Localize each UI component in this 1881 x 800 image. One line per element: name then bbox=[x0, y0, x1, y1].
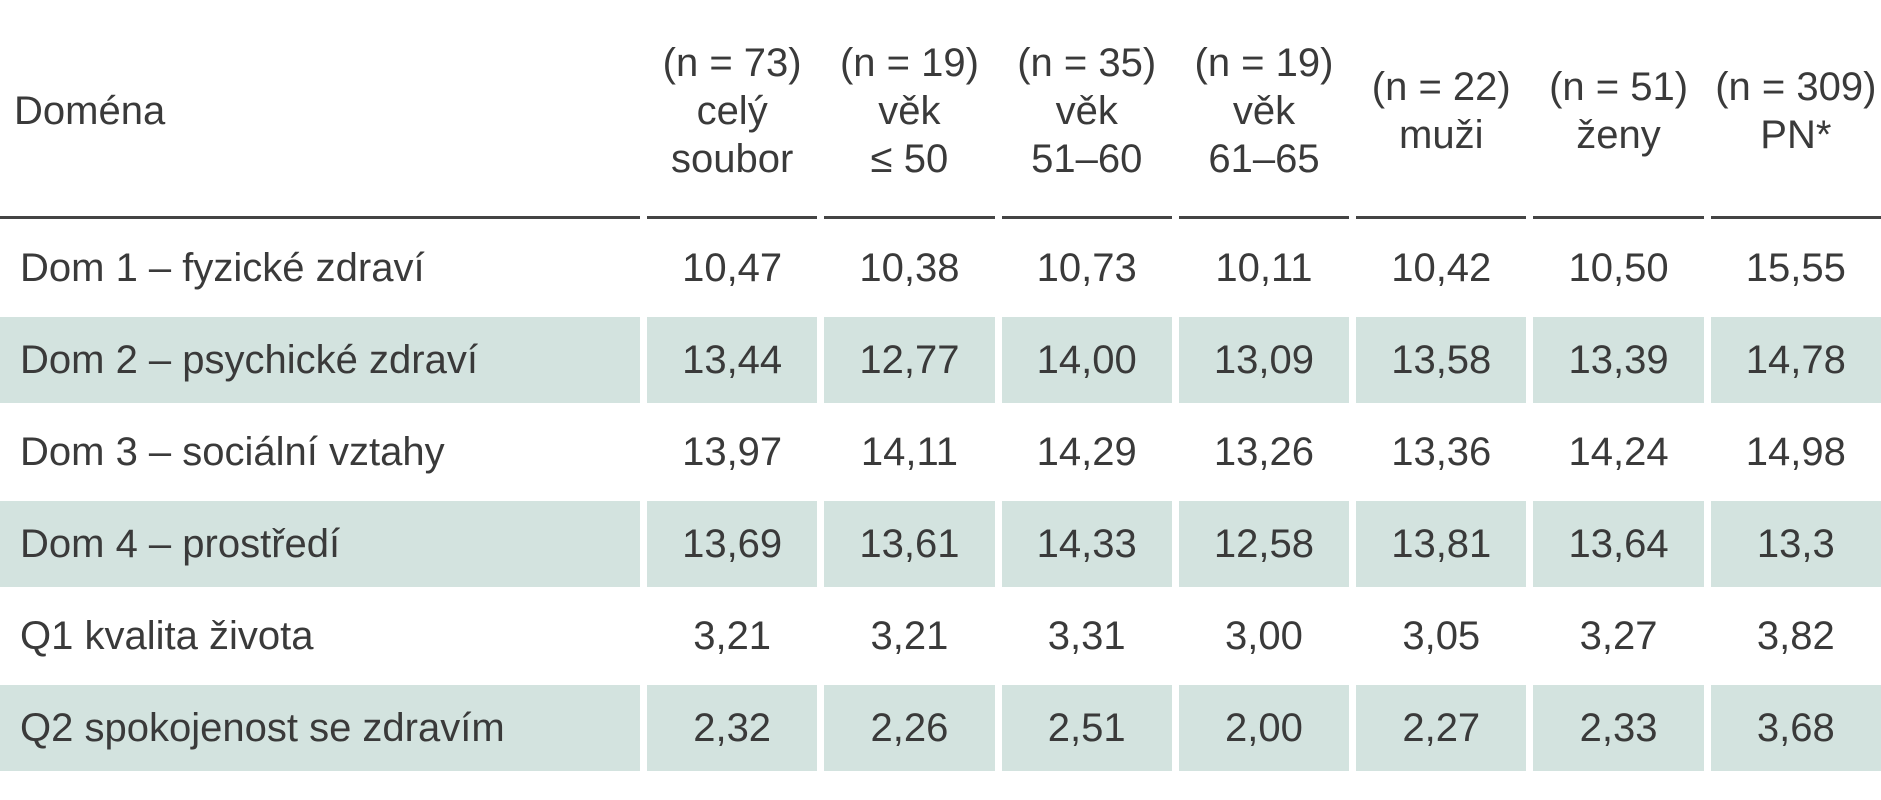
value-cell: 13,44 bbox=[647, 317, 818, 403]
header-line: (n = 35) bbox=[1017, 41, 1157, 85]
value-cell: 2,00 bbox=[1178, 685, 1350, 771]
header-line: (n = 51) bbox=[1549, 65, 1689, 109]
table-row: Dom 4 – prostředí 13,69 13,61 14,33 12,58 13,… bbox=[0, 501, 1881, 587]
header-line: ženy bbox=[1576, 113, 1661, 157]
value-cell: 2,33 bbox=[1533, 685, 1704, 771]
value-cell: 12,77 bbox=[824, 317, 995, 403]
table-header: Doména (n = 73) celý soubor (n = 19) věk ≤ 50… bbox=[0, 6, 1881, 219]
value-cell: 3,68 bbox=[1710, 685, 1881, 771]
value-cell: 14,33 bbox=[1001, 501, 1172, 587]
value-cell: 10,50 bbox=[1568, 245, 1669, 290]
header-line: 51–60 bbox=[1031, 137, 1143, 181]
header-cell: (n = 19) věk 61–65 bbox=[1178, 6, 1350, 219]
data-table: Doména (n = 73) celý soubor (n = 19) věk ≤ 50… bbox=[0, 6, 1881, 771]
header-line: (n = 73) bbox=[662, 41, 802, 85]
header-line: věk bbox=[878, 89, 941, 133]
value-cell: 14,98 bbox=[1745, 429, 1846, 474]
table-row: Dom 1 – fyzické zdraví 10,47 10,38 10,73 10,… bbox=[0, 225, 1881, 311]
header-cell: (n = 73) celý soubor bbox=[647, 6, 818, 219]
row-label: Dom 4 – prostředí bbox=[0, 501, 640, 587]
value-cell: 13,97 bbox=[682, 429, 783, 474]
value-cell: 13,39 bbox=[1533, 317, 1704, 403]
row-label: Dom 1 – fyzické zdraví bbox=[20, 245, 425, 290]
value-cell: 2,26 bbox=[824, 685, 995, 771]
table-body: Dom 1 – fyzické zdraví 10,47 10,38 10,73 10,… bbox=[0, 225, 1881, 771]
row-label: Q1 kvalita života bbox=[20, 613, 314, 658]
header-line: PN* bbox=[1760, 113, 1832, 157]
header-row: Doména (n = 73) celý soubor (n = 19) věk ≤ 50… bbox=[0, 6, 1881, 219]
value-cell: 2,32 bbox=[647, 685, 818, 771]
value-cell: 13,36 bbox=[1391, 429, 1492, 474]
value-cell: 15,55 bbox=[1745, 245, 1846, 290]
header-cell: (n = 35) věk 51–60 bbox=[1001, 6, 1172, 219]
value-cell: 2,27 bbox=[1356, 685, 1527, 771]
header-cell: Doména bbox=[0, 6, 640, 219]
value-cell: 10,73 bbox=[1036, 245, 1137, 290]
value-cell: 14,24 bbox=[1568, 429, 1669, 474]
table-row: Dom 3 – sociální vztahy 13,97 14,11 14,29 13… bbox=[0, 409, 1881, 495]
header-cell: (n = 51) ženy bbox=[1533, 6, 1704, 219]
value-cell: 3,82 bbox=[1756, 613, 1835, 658]
value-cell: 3,31 bbox=[1047, 613, 1126, 658]
value-cell: 13,26 bbox=[1213, 429, 1315, 474]
value-cell: 14,78 bbox=[1710, 317, 1881, 403]
header-line: 61–65 bbox=[1208, 137, 1320, 181]
header-line: (n = 19) bbox=[1194, 41, 1334, 85]
row-label: Dom 2 – psychické zdraví bbox=[0, 317, 640, 403]
header-cell: (n = 22) muži bbox=[1356, 6, 1527, 219]
header-line: celý bbox=[696, 89, 768, 133]
value-cell: 10,11 bbox=[1215, 245, 1313, 290]
row-label: Dom 3 – sociální vztahy bbox=[20, 429, 445, 474]
header-cell: (n = 19) věk ≤ 50 bbox=[824, 6, 995, 219]
value-cell: 13,64 bbox=[1533, 501, 1704, 587]
value-cell: 10,42 bbox=[1391, 245, 1492, 290]
header-line: ≤ 50 bbox=[870, 137, 949, 181]
value-cell: 13,58 bbox=[1356, 317, 1527, 403]
header-line: (n = 309) bbox=[1715, 65, 1877, 109]
header-line: muži bbox=[1399, 113, 1484, 157]
table-row: Q1 kvalita života 3,21 3,21 3,31 3,00 3,05 3,2… bbox=[0, 593, 1881, 679]
header-line: (n = 22) bbox=[1371, 65, 1511, 109]
table-row: Dom 2 – psychické zdraví 13,44 12,77 14,00 1… bbox=[0, 317, 1881, 403]
value-cell: 14,29 bbox=[1036, 429, 1137, 474]
value-cell: 3,27 bbox=[1579, 613, 1658, 658]
value-cell: 10,38 bbox=[859, 245, 960, 290]
header-line: věk bbox=[1055, 89, 1118, 133]
header-line: (n = 19) bbox=[839, 41, 979, 85]
value-cell: 3,21 bbox=[693, 613, 772, 658]
value-cell: 13,81 bbox=[1356, 501, 1527, 587]
value-cell: 3,00 bbox=[1225, 613, 1303, 658]
header-cell: (n = 309) PN* bbox=[1710, 6, 1881, 219]
header-line: soubor bbox=[670, 137, 794, 181]
row-label: Q2 spokojenost se zdravím bbox=[0, 685, 640, 771]
value-cell: 13,69 bbox=[647, 501, 818, 587]
value-cell: 3,05 bbox=[1402, 613, 1481, 658]
value-cell: 10,47 bbox=[682, 245, 783, 290]
value-cell: 3,21 bbox=[870, 613, 949, 658]
header-line: věk bbox=[1232, 89, 1296, 133]
value-cell: 12,58 bbox=[1178, 501, 1350, 587]
value-cell: 13,3 bbox=[1710, 501, 1881, 587]
value-cell: 14,00 bbox=[1001, 317, 1172, 403]
table-row: Q2 spokojenost se zdravím 2,32 2,26 2,51 2,0… bbox=[0, 685, 1881, 771]
value-cell: 13,09 bbox=[1178, 317, 1350, 403]
value-cell: 13,61 bbox=[824, 501, 995, 587]
value-cell: 2,51 bbox=[1001, 685, 1172, 771]
value-cell: 14,11 bbox=[860, 429, 958, 474]
